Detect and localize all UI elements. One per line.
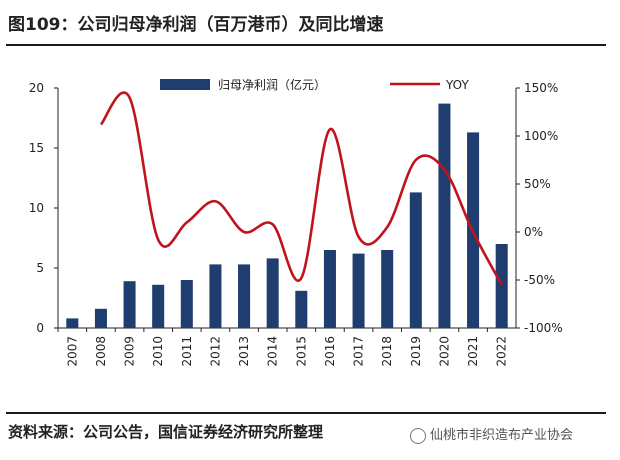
legend-bar-label: 归母净利润（亿元） — [218, 77, 326, 92]
bar-line-chart: 0 5 10 15 20 -100% -50% 0% 50% 100% 150% 2007 2008 20… — [29, 77, 563, 367]
x-tick-label: 2019 — [409, 336, 423, 367]
bar — [495, 244, 508, 328]
bar — [209, 264, 222, 328]
bar — [94, 308, 107, 328]
bar — [323, 250, 336, 328]
x-tick-label: 2012 — [208, 336, 222, 367]
right-tick-label: 50% — [524, 177, 551, 191]
x-tick-label: 2009 — [123, 336, 137, 367]
x-tick-label: 2018 — [380, 336, 394, 367]
bar — [381, 250, 394, 328]
bottom-divider — [6, 412, 606, 414]
left-tick-label: 0 — [36, 321, 44, 335]
bar — [352, 253, 365, 328]
x-tick-label: 2015 — [294, 336, 308, 367]
left-tick-label: 10 — [29, 201, 44, 215]
x-tick-label: 2008 — [94, 336, 108, 367]
right-tick-label: 100% — [524, 129, 558, 143]
right-tick-label: -100% — [524, 321, 563, 335]
x-tick-label: 2021 — [466, 336, 480, 367]
left-tick-label: 15 — [29, 141, 44, 155]
x-tick-label: 2011 — [180, 336, 194, 367]
x-tick-label: 2022 — [495, 336, 509, 367]
x-tick-label: 2020 — [437, 336, 451, 367]
x-tick-label: 2010 — [151, 336, 165, 367]
left-tick-label: 5 — [36, 261, 44, 275]
bar — [238, 264, 251, 328]
watermark: 仙桃市非织造布产业协会 — [410, 424, 573, 444]
right-tick-label: 150% — [524, 81, 558, 95]
top-divider — [6, 44, 606, 46]
bar — [180, 280, 193, 328]
right-tick-label: -50% — [524, 273, 555, 287]
legend-line-label: YOY — [445, 78, 469, 92]
bar — [438, 103, 451, 328]
bar — [152, 284, 165, 328]
x-tick-label: 2016 — [323, 336, 337, 367]
bar — [123, 281, 136, 328]
source-note: 资料来源：公司公告，国信证券经济研究所整理 — [8, 423, 324, 441]
right-tick-label: 0% — [524, 225, 543, 239]
legend-bar-swatch — [160, 79, 210, 90]
x-tick-label: 2014 — [266, 336, 280, 367]
bar — [409, 192, 422, 328]
watermark-text: 仙桃市非织造布产业协会 — [430, 428, 574, 443]
watermark-logo-icon — [410, 427, 426, 444]
x-tick-label: 2017 — [352, 336, 366, 367]
x-tick-label: 2013 — [237, 336, 251, 367]
bar — [295, 290, 308, 328]
bar — [66, 318, 79, 328]
x-tick-label: 2007 — [65, 336, 79, 367]
bar — [266, 258, 279, 328]
chart-title: 图109：公司归母净利润（百万港币）及同比增速 — [8, 15, 384, 35]
left-tick-label: 20 — [29, 81, 44, 95]
